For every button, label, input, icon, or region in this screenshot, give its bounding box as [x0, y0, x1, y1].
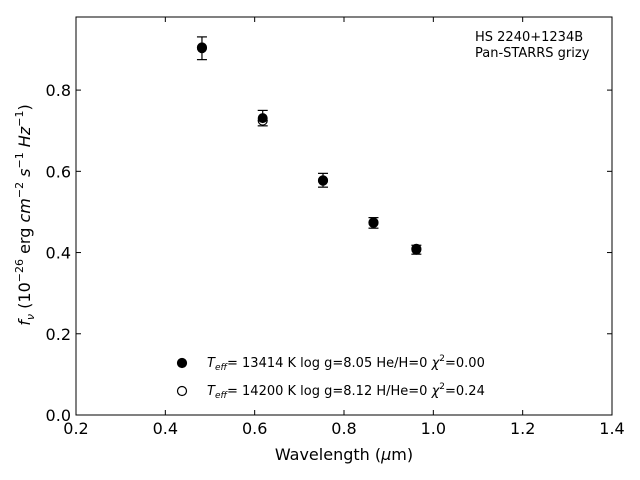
y-tick-label: 0.0	[46, 406, 71, 425]
point-hydrogen-model	[196, 43, 207, 54]
x-tick-label: 0.6	[242, 419, 267, 438]
y-tick-label: 0.6	[46, 162, 71, 181]
legend: Teff= 13414 K log g=8.05 He/H=0 χ2=0.00 …	[176, 354, 485, 401]
legend-marker-open	[176, 385, 188, 397]
point-hydrogen-model	[411, 244, 422, 255]
y-tick-label: 0.8	[46, 81, 71, 100]
x-tick-label: 0.4	[153, 419, 178, 438]
point-hydrogen-model	[257, 113, 268, 124]
y-tick-label: 0.2	[46, 325, 71, 344]
axes-layer: 0.2 0.4 0.6 0.8 1.0 1.2 1.40.00.20.40.60.8	[46, 16, 625, 438]
annotation-target-name: HS 2240+1234B	[475, 30, 583, 45]
legend-marker-filled	[176, 357, 188, 369]
x-tick-label: 1.2	[510, 419, 535, 438]
x-tick-label: 0.8	[331, 419, 356, 438]
x-tick-label: 0.2	[63, 419, 88, 438]
y-axis-label: fν (10−26 erg cm−2 s−1 Hz−1)	[13, 104, 37, 325]
annotation-survey-name: Pan-STARRS grizy	[475, 46, 590, 61]
x-tick-label: 1.4	[599, 419, 624, 438]
legend-entry-hydrogen-model: Teff= 13414 K log g=8.05 He/H=0 χ2=0.00	[207, 354, 485, 373]
y-tick-label: 0.4	[46, 244, 71, 263]
x-tick-label: 1.0	[421, 419, 446, 438]
x-axis-label: Wavelength (μm)	[275, 445, 413, 464]
point-hydrogen-model	[368, 217, 379, 228]
plot-layer	[196, 36, 422, 255]
point-hydrogen-model	[318, 175, 329, 186]
legend-entry-helium-model: Teff= 14200 K log g=8.12 H/He=0 χ2=0.24	[207, 382, 485, 401]
